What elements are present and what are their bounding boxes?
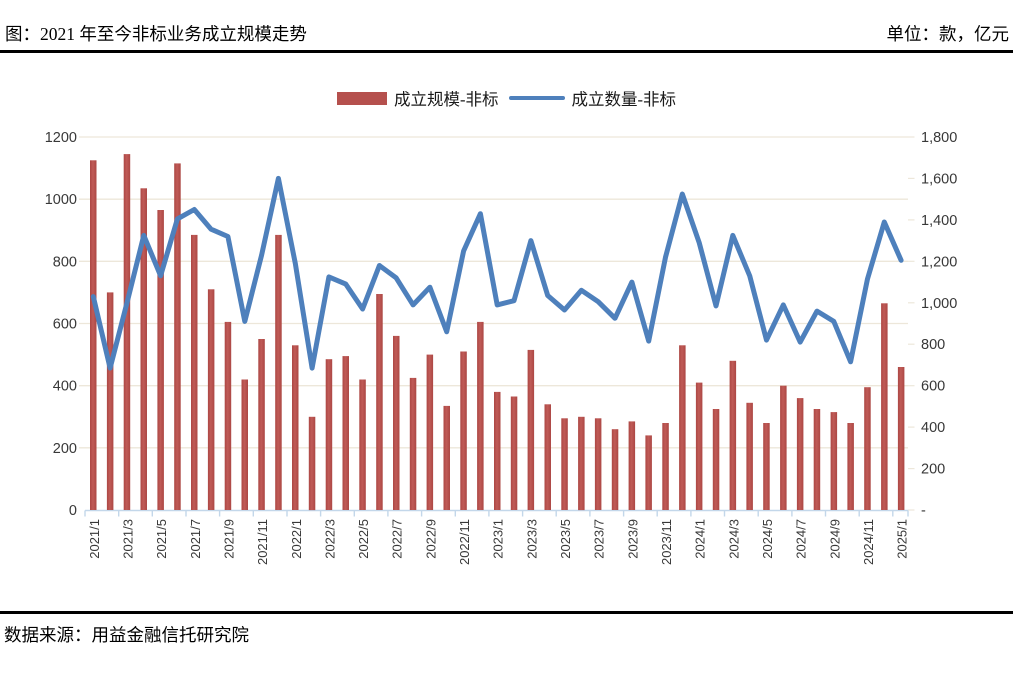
svg-text:2024/5: 2024/5 xyxy=(760,519,775,559)
legend-item-count: 成立数量-非标 xyxy=(508,86,677,110)
svg-text:1,600: 1,600 xyxy=(921,171,957,187)
bar-series-swatch xyxy=(337,91,387,105)
line-series xyxy=(90,175,904,371)
bar-series xyxy=(90,154,905,511)
gridlines xyxy=(79,136,908,449)
svg-text:400: 400 xyxy=(53,379,77,395)
svg-text:2022/3: 2022/3 xyxy=(322,519,337,559)
svg-text:2024/9: 2024/9 xyxy=(827,519,842,559)
svg-text:2021/1: 2021/1 xyxy=(87,519,102,559)
svg-text:2023/7: 2023/7 xyxy=(592,519,607,559)
legend-item-scale: 成立规模-非标 xyxy=(337,86,499,110)
page-title: 图：2021 年至今非标业务成立规模走势 xyxy=(5,24,307,44)
x-axis xyxy=(84,509,909,517)
legend-label-scale: 成立规模-非标 xyxy=(394,90,499,109)
unit-label: 单位：款，亿元 xyxy=(886,24,1010,44)
separator-line-bottom xyxy=(0,611,1013,614)
svg-text:1,200: 1,200 xyxy=(921,254,957,270)
svg-text:2021/11: 2021/11 xyxy=(255,519,270,565)
x-axis-labels: 2021/1 2021/3 2021/5 2021/7 2021/9 2021/11 202… xyxy=(87,519,910,565)
svg-text:200: 200 xyxy=(921,462,945,478)
svg-text:2022/7: 2022/7 xyxy=(390,519,405,559)
svg-text:400: 400 xyxy=(921,420,945,436)
svg-text:2024/7: 2024/7 xyxy=(794,519,809,559)
right-axis-labels: 1,800 1,600 1,400 1,200 1,000 800 600 400 200 - xyxy=(908,130,957,519)
svg-text:1200: 1200 xyxy=(45,130,77,146)
svg-text:2024/11: 2024/11 xyxy=(861,519,876,565)
separator-line-top xyxy=(0,50,1013,53)
data-source: 数据来源：用益金融信托研究院 xyxy=(4,625,249,645)
left-axis-labels: 1200 1000 800 600 400 200 0 xyxy=(45,130,77,519)
svg-text:600: 600 xyxy=(921,379,945,395)
svg-text:2022/1: 2022/1 xyxy=(289,519,304,559)
svg-text:1,400: 1,400 xyxy=(921,213,957,229)
svg-text:2023/9: 2023/9 xyxy=(625,519,640,559)
svg-text:2021/5: 2021/5 xyxy=(154,519,169,559)
svg-text:2022/9: 2022/9 xyxy=(423,519,438,559)
svg-text:2021/3: 2021/3 xyxy=(121,519,136,559)
svg-text:2025/1: 2025/1 xyxy=(895,519,910,559)
svg-text:200: 200 xyxy=(53,441,77,457)
svg-text:-: - xyxy=(921,503,926,519)
svg-text:0: 0 xyxy=(69,503,77,519)
line-series-swatch xyxy=(508,95,565,101)
chart-canvas: 1200 1000 800 600 400 200 0 1,800 1,600 1,400 1,20… xyxy=(45,130,958,565)
svg-text:600: 600 xyxy=(53,317,77,333)
legend-label-count: 成立数量-非标 xyxy=(571,90,677,109)
legend: 成立规模-非标 成立数量-非标 xyxy=(0,86,1013,110)
svg-text:2023/3: 2023/3 xyxy=(524,519,539,559)
svg-text:1000: 1000 xyxy=(45,192,77,208)
svg-text:800: 800 xyxy=(53,254,77,270)
svg-text:1,800: 1,800 xyxy=(921,130,957,146)
svg-text:1,000: 1,000 xyxy=(921,296,957,312)
svg-text:2022/11: 2022/11 xyxy=(457,519,472,565)
svg-text:2022/5: 2022/5 xyxy=(356,519,371,559)
svg-text:2023/1: 2023/1 xyxy=(491,519,506,559)
svg-text:2023/11: 2023/11 xyxy=(659,519,674,565)
svg-text:800: 800 xyxy=(921,337,945,353)
svg-text:2021/9: 2021/9 xyxy=(221,519,236,559)
svg-text:2024/1: 2024/1 xyxy=(693,519,708,559)
svg-text:2024/3: 2024/3 xyxy=(726,519,741,559)
svg-text:2023/5: 2023/5 xyxy=(558,519,573,559)
svg-text:2021/7: 2021/7 xyxy=(188,519,203,559)
title-row: 图：2021 年至今非标业务成立规模走势 单位：款，亿元 xyxy=(5,21,1009,46)
